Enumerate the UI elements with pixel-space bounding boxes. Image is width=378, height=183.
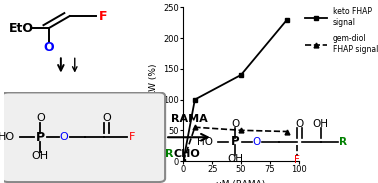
Legend: keto FHAP
signal, gem-diol
FHAP signal: keto FHAP signal, gem-diol FHAP signal [302,4,378,57]
Text: OH: OH [227,154,243,164]
Text: F: F [129,132,135,142]
Text: HO: HO [197,137,213,147]
Text: R: R [165,149,173,159]
Text: R: R [339,137,347,147]
Text: F: F [99,10,108,23]
Text: O: O [253,137,261,147]
FancyBboxPatch shape [2,92,165,182]
Text: O: O [296,119,304,128]
Text: O: O [59,132,68,142]
gem-diol
FHAP signal [192,126,197,128]
Line: keto FHAP
signal: keto FHAP signal [181,17,290,163]
Text: EtO: EtO [9,22,34,35]
Text: F: F [294,155,300,165]
Text: P: P [231,135,239,148]
Text: O: O [43,41,54,54]
keto FHAP
signal [285,18,290,21]
Text: RAMA: RAMA [170,114,208,124]
gem-diol
FHAP signal [181,160,186,162]
Text: OH: OH [313,119,329,128]
Text: P: P [36,131,45,144]
Text: O: O [102,113,111,123]
keto FHAP
signal [192,98,197,101]
X-axis label: μM (RAMA): μM (RAMA) [216,180,266,183]
Text: OH: OH [32,152,49,161]
keto FHAP
signal [181,160,186,162]
gem-diol
FHAP signal [285,130,290,133]
Text: HO: HO [0,132,15,142]
gem-diol
FHAP signal [239,129,243,131]
keto FHAP
signal [239,74,243,76]
Text: CHO: CHO [173,149,200,159]
Text: O: O [36,113,45,123]
Text: O: O [231,119,239,128]
Y-axis label: Δ LW (%): Δ LW (%) [149,64,158,104]
Line: gem-diol
FHAP signal: gem-diol FHAP signal [181,125,290,163]
